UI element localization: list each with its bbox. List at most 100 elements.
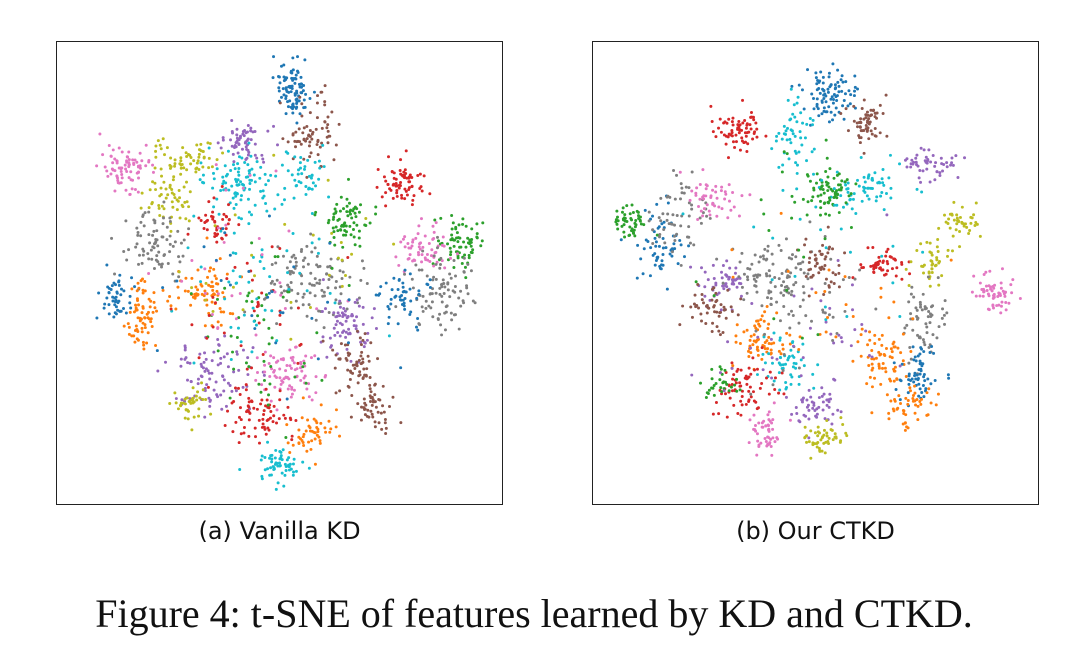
scatter-point-class-2	[759, 198, 763, 202]
scatter-point-class-3	[738, 384, 742, 388]
scatter-point-class-1	[194, 285, 198, 289]
scatter-point-class-9	[237, 216, 241, 220]
scatter-point-class-1	[919, 402, 923, 406]
scatter-point-class-8	[969, 221, 973, 225]
scatter-point-class-4	[706, 278, 710, 282]
scatter-point-class-4	[221, 138, 225, 142]
scatter-point-class-9	[239, 194, 243, 198]
scatter-point-class-8	[925, 240, 929, 244]
scatter-point-class-4	[324, 307, 327, 311]
scatter-point-class-1	[867, 364, 871, 367]
scatter-point-class-1	[868, 375, 872, 379]
scatter-point-class-1	[134, 303, 138, 307]
scatter-point-class-4	[246, 356, 250, 360]
scatter-point-class-6	[299, 360, 303, 364]
scatter-point-class-9	[878, 181, 882, 185]
scatter-point-class-6	[731, 191, 735, 195]
scatter-point-class-9	[881, 181, 885, 185]
scatter-point-class-8	[825, 431, 829, 435]
scatter-point-class-0	[346, 341, 350, 345]
scatter-point-class-9	[797, 382, 801, 386]
scatter-point-class-4	[321, 278, 325, 282]
scatter-point-class-3	[736, 123, 740, 127]
scatter-point-class-7	[320, 288, 324, 292]
scatter-point-class-9	[387, 334, 391, 338]
scatter-point-class-3	[207, 200, 211, 204]
scatter-point-class-5	[700, 319, 704, 323]
scatter-point-class-9	[237, 166, 241, 170]
scatter-point-class-2	[819, 193, 823, 197]
scatter-point-class-4	[156, 369, 160, 373]
scatter-point-class-6	[407, 246, 411, 250]
scatter-point-class-1	[870, 362, 874, 366]
scatter-point-class-2	[475, 232, 479, 236]
scatter-point-class-3	[278, 398, 282, 402]
scatter-point-class-9	[298, 271, 302, 275]
scatter-point-class-7	[289, 306, 293, 310]
scatter-point-class-9	[848, 250, 852, 254]
scatter-point-class-7	[427, 304, 431, 308]
scatter-point-class-8	[194, 170, 198, 174]
scatter-point-class-8	[154, 144, 158, 148]
scatter-point-class-9	[288, 462, 292, 466]
scatter-point-class-6	[769, 437, 773, 441]
scatter-point-class-0	[291, 68, 295, 72]
scatter-point-class-9	[286, 271, 290, 275]
scatter-point-class-9	[884, 192, 888, 196]
scatter-point-class-0	[286, 105, 290, 109]
scatter-point-class-5	[809, 275, 813, 279]
scatter-point-class-5	[824, 255, 828, 259]
scatter-point-class-8	[827, 436, 831, 440]
scatter-point-class-3	[186, 232, 190, 236]
scatter-point-class-6	[105, 169, 109, 173]
scatter-point-class-4	[732, 282, 736, 286]
scatter-point-class-1	[751, 343, 755, 347]
scatter-point-class-9	[862, 185, 866, 189]
scatter-point-class-9	[767, 352, 771, 356]
scatter-point-class-6	[999, 311, 1003, 315]
scatter-point-class-7	[794, 255, 798, 259]
scatter-point-class-7	[771, 383, 775, 387]
scatter-point-class-8	[190, 286, 194, 290]
scatter-point-class-4	[222, 389, 226, 393]
scatter-point-class-6	[715, 196, 719, 200]
scatter-point-class-3	[204, 219, 208, 223]
scatter-point-class-4	[328, 336, 332, 340]
scatter-point-class-9	[301, 460, 305, 464]
scatter-point-class-9	[232, 163, 235, 167]
scatter-point-class-5	[334, 143, 338, 147]
scatter-point-class-6	[394, 255, 398, 259]
scatter-point-class-0	[401, 281, 405, 285]
scatter-point-class-6	[111, 168, 115, 172]
scatter-point-class-0	[253, 327, 257, 331]
scatter-point-class-4	[797, 419, 801, 423]
scatter-point-class-9	[322, 165, 326, 169]
scatter-point-class-6	[127, 165, 131, 169]
scatter-point-class-9	[789, 87, 793, 91]
scatter-point-class-9	[225, 172, 229, 176]
scatter-point-class-1	[893, 398, 897, 402]
scatter-point-class-9	[318, 166, 322, 170]
scatter-point-class-1	[327, 419, 331, 423]
scatter-point-class-4	[332, 311, 336, 315]
scatter-point-class-6	[120, 150, 124, 154]
scatter-point-class-7	[708, 216, 712, 220]
scatter-point-class-1	[755, 339, 759, 343]
scatter-point-class-9	[888, 153, 892, 157]
scatter-point-class-1	[883, 366, 887, 370]
scatter-point-class-8	[196, 159, 200, 163]
scatter-point-class-5	[822, 293, 826, 297]
scatter-point-class-7	[679, 182, 683, 186]
scatter-point-class-8	[181, 401, 185, 405]
scatter-point-class-7	[269, 281, 273, 285]
scatter-point-class-2	[847, 194, 851, 198]
scatter-point-class-2	[782, 150, 786, 154]
scatter-point-class-2	[833, 194, 837, 198]
scatter-point-class-3	[206, 385, 210, 389]
scatter-point-class-9	[242, 183, 246, 187]
scatter-point-class-9	[239, 198, 243, 202]
scatter-point-class-5	[368, 383, 372, 387]
scatter-point-class-4	[201, 366, 205, 370]
scatter-point-class-8	[188, 190, 192, 194]
scatter-point-class-4	[711, 263, 715, 267]
